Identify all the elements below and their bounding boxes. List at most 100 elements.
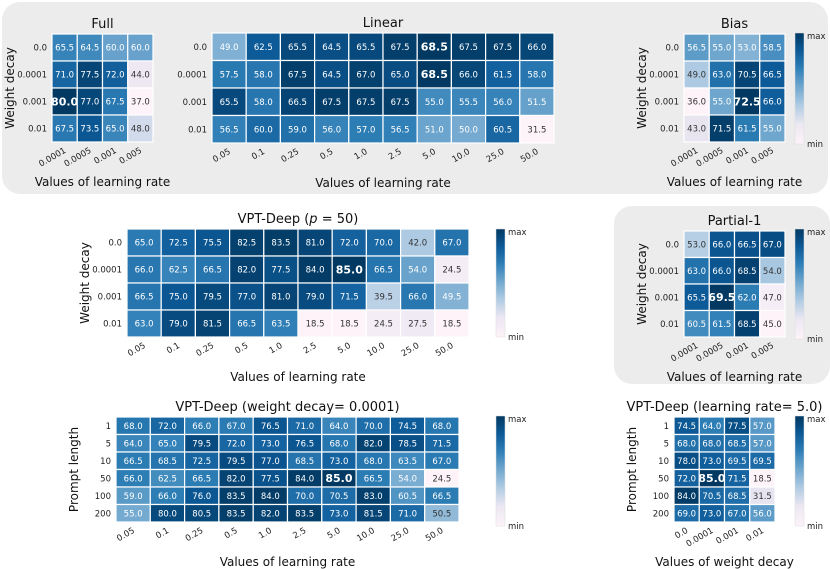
vpt-deep-x-tick-label: 50.0 xyxy=(434,341,455,359)
full-value-label: 67.5 xyxy=(55,125,74,135)
full-x-tick-label: 0.005 xyxy=(118,146,144,167)
vpt-deep-value-label: 18.5 xyxy=(340,320,359,330)
vpt-deep-wd-value-label: 68.0 xyxy=(364,457,383,467)
partial-1-value-label: 63.0 xyxy=(687,267,706,277)
full-x-tick-label: 0.0005 xyxy=(63,146,94,170)
vpt-deep-value-label: 70.0 xyxy=(374,239,393,249)
vpt-deep-value-label: 75.0 xyxy=(169,293,188,303)
partial-1-value-label: 61.5 xyxy=(712,320,731,330)
vpt-deep-wd-value-label: 76.5 xyxy=(261,422,280,432)
partial-1-cell xyxy=(759,230,786,259)
vpt-deep-value-label: 72.0 xyxy=(340,239,359,249)
linear-value-label: 67.0 xyxy=(356,70,375,80)
linear-value-label: 58.0 xyxy=(254,70,273,80)
bias-cell xyxy=(708,60,736,89)
vpt-deep-wd-value-label: 68.5 xyxy=(158,457,177,467)
vpt-deep-cell xyxy=(229,282,265,311)
linear-x-tick-label: 2.5 xyxy=(387,147,404,162)
bias-cell xyxy=(759,87,786,116)
linear-x-tick-label: 10.0 xyxy=(451,147,472,165)
vpt-deep-x-tick-label: 0.05 xyxy=(126,341,147,359)
partial-1-value-label: 68.5 xyxy=(738,320,757,330)
vpt-deep-wd-value-label: 77.5 xyxy=(261,474,280,484)
partial-1-cell xyxy=(708,309,736,338)
partial-1-title: Partial-1 xyxy=(708,214,762,229)
vpt-deep-wd-y-tick-label: 10 xyxy=(100,457,111,467)
full-value-label: 44.0 xyxy=(131,71,150,81)
vpt-deep-wd-value-label: 67.0 xyxy=(432,457,451,467)
vpt-deep-lr-y-tick-label: 1 xyxy=(664,422,669,432)
partial-1-y-tick-label: 0.0001 xyxy=(649,267,679,277)
partial-1-cell xyxy=(733,283,761,312)
linear-value-label: 56.0 xyxy=(322,125,341,135)
linear-value-label: 68.5 xyxy=(421,68,448,81)
vpt-deep-value-label: 67.0 xyxy=(442,239,461,249)
vpt-deep-wd-value-label: 71.0 xyxy=(295,422,314,432)
vpt-deep-wd-x-tick-label: 0.05 xyxy=(115,526,136,544)
partial-1-colorbar-min-label: min xyxy=(807,335,823,345)
bias-value-label: 71.5 xyxy=(712,125,731,135)
vpt-deep-wd-value-label: 79.5 xyxy=(227,457,246,467)
bias-value-label: 72.5 xyxy=(734,95,761,108)
vpt-deep-wd-value-label: 72.5 xyxy=(192,457,211,467)
full-cell xyxy=(76,60,104,89)
bias-cell xyxy=(708,33,736,62)
vpt-deep-y-tick-label: 0.001 xyxy=(98,293,122,303)
vpt-deep-wd-value-label: 72.0 xyxy=(227,439,246,449)
linear-value-label: 67.5 xyxy=(288,70,307,80)
vpt-deep-wd-x-tick-label: 10.0 xyxy=(355,526,376,544)
vpt-deep-cell xyxy=(365,309,402,338)
vpt-deep-lr-value-label: 68.5 xyxy=(728,439,747,449)
bias-value-label: 56.5 xyxy=(687,44,706,54)
vpt-deep-value-label: 82.5 xyxy=(237,239,256,249)
vpt-deep-value-label: 66.5 xyxy=(237,320,256,330)
partial-1-y-tick-label: 0.0 xyxy=(665,240,679,250)
vpt-deep-value-label: 82.0 xyxy=(237,266,256,276)
bias-value-label: 61.5 xyxy=(738,125,757,135)
linear-x-tick-label: 1.0 xyxy=(353,147,370,162)
linear-value-label: 61.5 xyxy=(493,70,512,80)
partial-1-cell xyxy=(759,309,786,338)
full-y-axis-title: Weight decay xyxy=(3,47,17,129)
vpt-deep-wd-value-label: 66.0 xyxy=(192,422,211,432)
vpt-deep-lr-value-label: 69.5 xyxy=(728,457,747,467)
vpt-deep-wd-value-label: 65.0 xyxy=(158,439,177,449)
vpt-deep-value-label: 79.5 xyxy=(203,293,222,303)
vpt-deep-value-label: 63.5 xyxy=(271,320,290,330)
full-cell xyxy=(127,114,154,143)
vpt-deep-x-tick-label: 2.5 xyxy=(302,341,319,356)
linear-value-label: 65.5 xyxy=(288,43,307,53)
vpt-deep-lr-y-tick-label: 100 xyxy=(653,492,669,502)
linear-value-label: 57.5 xyxy=(220,70,239,80)
partial-1-value-label: 47.0 xyxy=(763,293,782,303)
full-cell xyxy=(51,114,78,143)
vpt-deep-lr-title: VPT-Deep (learning rate= 5.0) xyxy=(627,400,823,415)
vpt-deep-lr-value-label: 77.5 xyxy=(728,422,747,432)
vpt-deep-lr-value-label: 56.0 xyxy=(753,509,772,519)
linear-cell xyxy=(314,114,350,144)
bias-cell xyxy=(683,60,710,89)
vpt-deep-cell xyxy=(160,255,196,284)
linear-cell xyxy=(416,59,453,89)
vpt-deep-lr-y-tick-label: 5 xyxy=(664,439,669,449)
vpt-deep-wd-x-tick-label: 0.25 xyxy=(184,526,205,544)
linear-y-tick-label: 0.0001 xyxy=(177,70,207,80)
full-x-tick-label: 0.001 xyxy=(93,146,119,167)
vpt-deep-value-label: 85.0 xyxy=(336,263,363,276)
partial-1-x-tick-label: 0.005 xyxy=(750,341,776,362)
linear-x-tick-label: 0.5 xyxy=(318,147,335,162)
vpt-deep-lr-value-label: 72.0 xyxy=(677,474,696,484)
linear-value-label: 56.0 xyxy=(493,98,512,108)
vpt-deep-cell xyxy=(126,282,162,311)
linear-x-tick-label: 50.0 xyxy=(519,147,540,165)
vpt-deep-value-label: 66.0 xyxy=(135,266,154,276)
vpt-deep-lr-x-tick-label: 0.0001 xyxy=(685,526,716,550)
full-cell xyxy=(51,60,78,89)
vpt-deep-x-tick-label: 0.5 xyxy=(233,341,250,356)
vpt-deep-y-tick-label: 0.01 xyxy=(103,320,122,330)
full-value-label: 77.0 xyxy=(80,98,99,108)
vpt-deep-lr-value-label: 68.5 xyxy=(728,492,747,502)
vpt-deep-value-label: 63.0 xyxy=(135,320,154,330)
linear-value-label: 65.5 xyxy=(356,43,375,53)
linear-cell xyxy=(382,59,418,89)
